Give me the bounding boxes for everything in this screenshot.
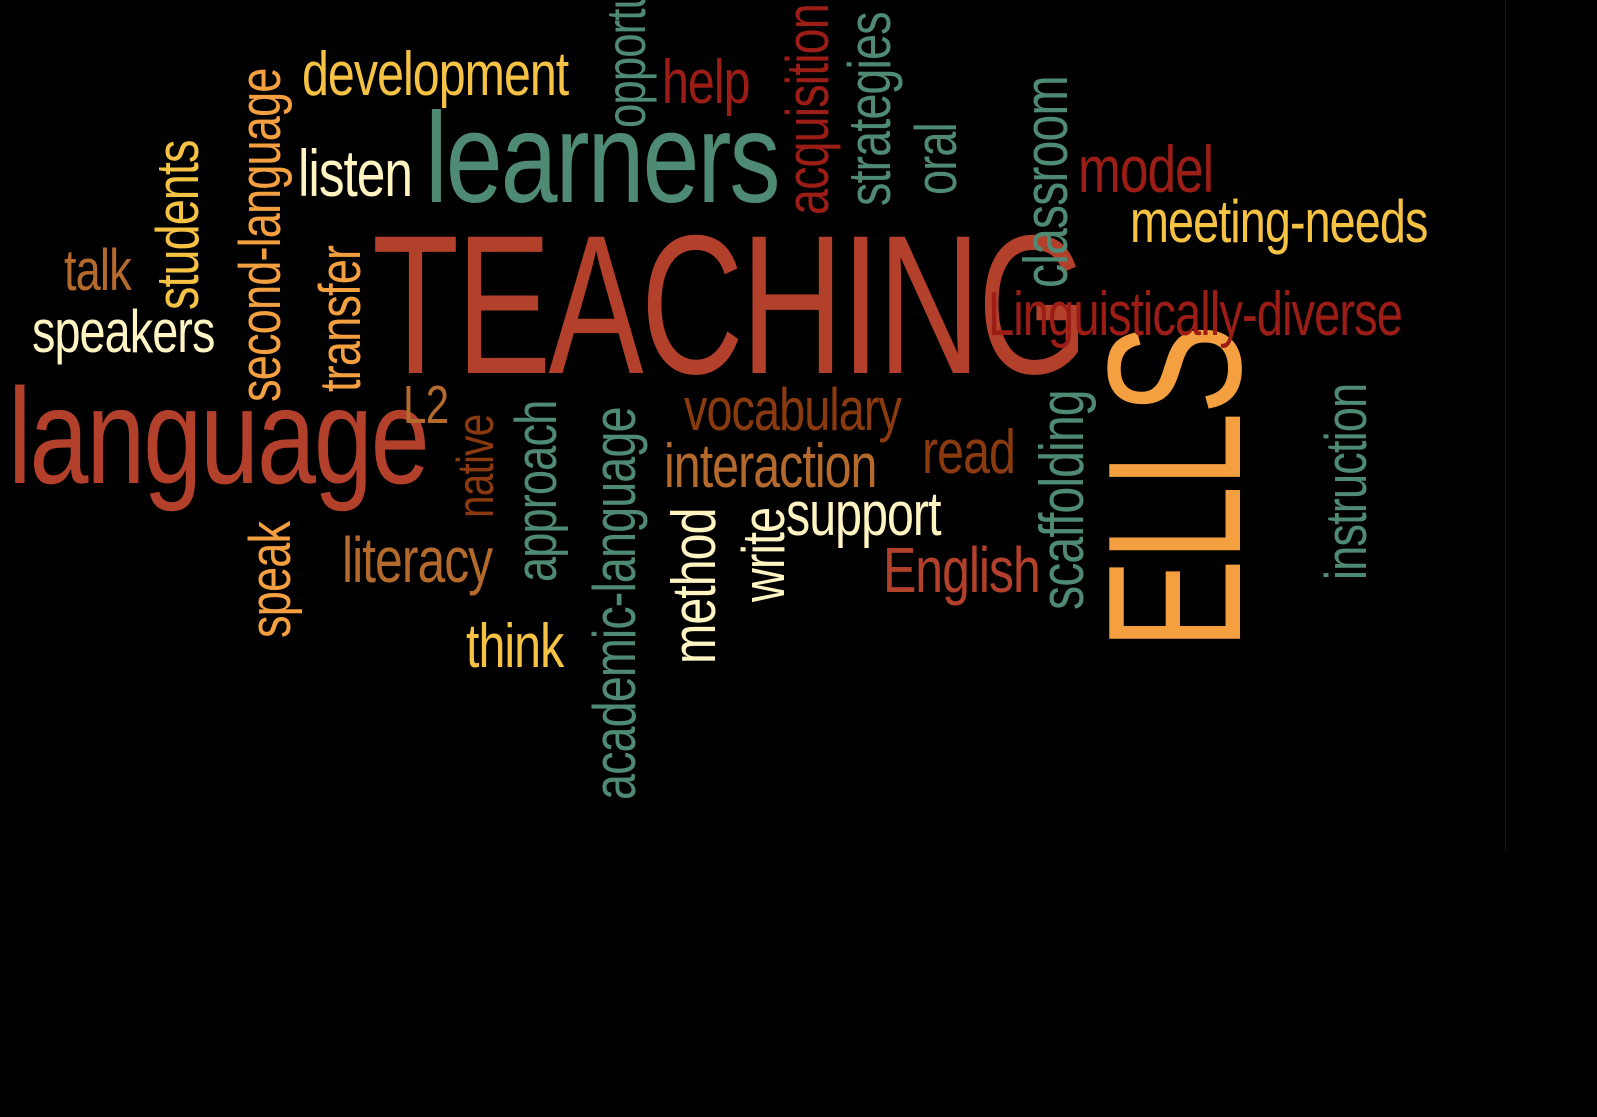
word-acquisition: acquisition	[774, 4, 841, 216]
word-l2: L2	[403, 375, 449, 435]
word-model: model	[1078, 132, 1214, 206]
word-native: native	[447, 414, 505, 518]
word-speakers: speakers	[32, 298, 215, 365]
word-literacy: literacy	[342, 524, 493, 596]
word-english: English	[883, 534, 1041, 606]
word-write: write	[730, 507, 797, 602]
word-teaching: TEACHING	[372, 194, 1089, 415]
word-talk: talk	[64, 238, 132, 303]
word-vocabulary: vocabulary	[684, 376, 902, 443]
word-scaffolding: scaffolding	[1028, 390, 1097, 610]
word-speak: speak	[238, 521, 303, 638]
word-linguistically-diverse: Linguistically-diverse	[988, 280, 1403, 349]
word-read: read	[922, 418, 1016, 487]
word-ells: ELLS	[1069, 326, 1281, 650]
word-second-language: second-language	[228, 68, 293, 403]
word-meeting-needs: meeting-needs	[1130, 188, 1428, 255]
word-approach: approach	[504, 400, 569, 582]
word-classroom: classroom	[1012, 76, 1081, 289]
word-language: language	[8, 360, 430, 512]
word-help: help	[662, 48, 751, 117]
word-interaction: interaction	[664, 432, 877, 501]
word-think: think	[466, 612, 564, 681]
word-oral: oral	[904, 123, 969, 195]
word-instruction: instruction	[1314, 383, 1379, 580]
word-support: support	[786, 480, 942, 549]
word-transfer: transfer	[308, 245, 373, 392]
word-learners: learners	[425, 87, 781, 230]
word-students: students	[144, 140, 211, 310]
word-method: method	[660, 508, 729, 664]
edge-line	[1505, 0, 1506, 850]
word-development: development	[302, 40, 569, 109]
word-strategies: strategies	[836, 12, 903, 207]
word-listen: listen	[298, 136, 413, 210]
word-academic-language: academic-language	[581, 407, 648, 800]
word-opportunities: opportunities	[594, 0, 657, 128]
